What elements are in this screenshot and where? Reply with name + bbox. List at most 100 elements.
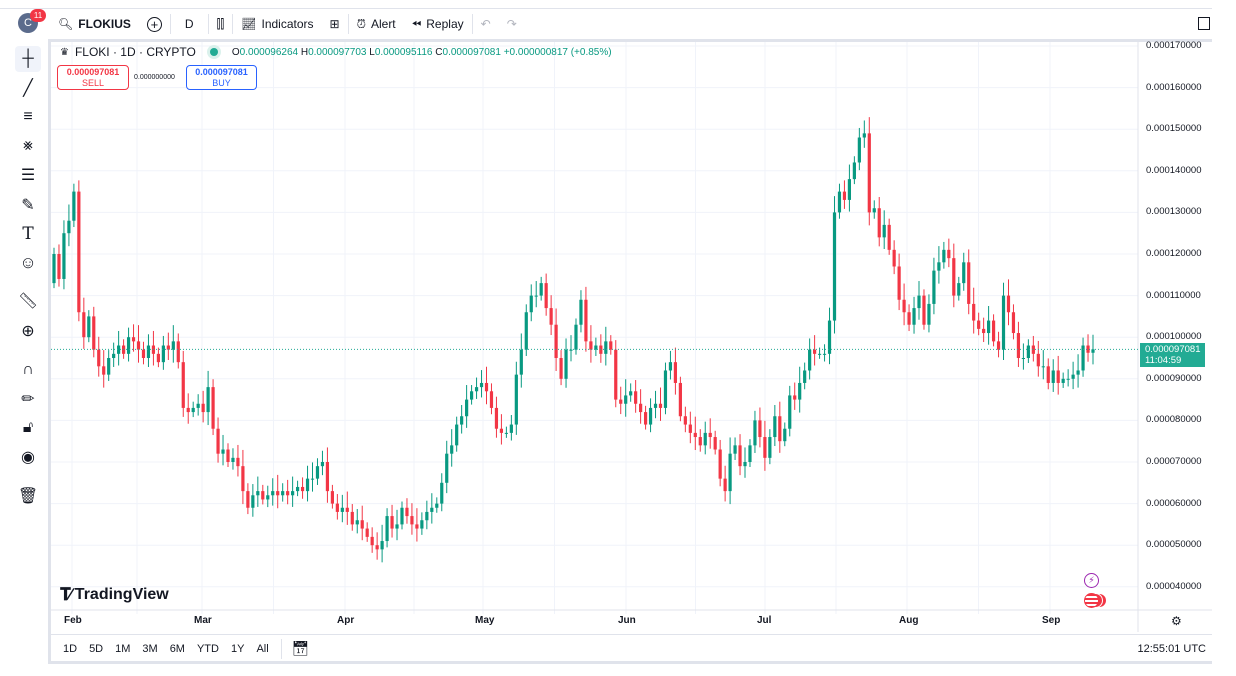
candle-body [355,520,359,525]
text-icon[interactable]: T [22,224,34,244]
candle-body [410,516,414,525]
candle-body [827,320,832,354]
alert-button[interactable]: ⏰︎ Alert [349,11,404,37]
replay-button[interactable]: ⏪︎ Replay [404,11,472,37]
user-menu[interactable]: C 11 [0,9,50,39]
candle-body [1086,345,1090,353]
candle-body [474,387,479,392]
chart-type-button[interactable]: ⫿⫿ [209,11,233,37]
symbol-label: FLOKIUS [78,17,131,31]
candle-body [420,520,424,529]
us-flag-events-icon[interactable] [1084,593,1108,608]
candle-body [469,391,474,400]
layouts-button[interactable]: ⊞ [322,11,348,37]
lock-icon[interactable]: 🔓︎ [22,419,34,436]
buy-button[interactable]: 0.000097081 BUY [186,65,257,90]
undo-icon: ↶ [480,17,491,31]
candle-body [554,324,558,358]
price-label: 0.000170000 [1146,40,1202,51]
goto-date-icon[interactable]: 📅︎ [291,640,310,656]
candle-body [653,403,658,408]
candle-body [862,133,866,138]
range-ytd[interactable]: YTD [196,642,219,655]
candle-body [375,545,379,550]
range-3m[interactable]: 3M [142,642,158,655]
indicators-button[interactable]: 📈︎ Indicators [233,11,321,37]
brush-icon[interactable]: ✎ [21,197,35,214]
interval-button[interactable]: D [184,17,194,31]
candle-body [97,349,101,367]
candle-body [295,486,300,492]
undo-button[interactable]: ↶ [473,11,499,37]
candle-body [658,403,663,408]
candle-body [146,345,151,358]
lock-drawing-icon[interactable]: ✏ [21,391,35,408]
range-all[interactable]: All [256,642,269,655]
candle-body [763,437,767,458]
tradingview-logo[interactable]: 𝐓∕ TradingView [60,585,169,605]
candle-body [256,491,260,496]
candle-body [335,503,339,512]
candle-body [315,466,320,479]
trend-line-icon[interactable]: ╱ [23,80,33,97]
candle-body [678,382,682,417]
candle-body [1041,366,1045,368]
candle-body [857,137,861,163]
candle-body [877,208,881,238]
price-label: 0.000070000 [1146,456,1202,467]
range-1m[interactable]: 1M [115,642,131,655]
fullscreen-icon[interactable] [1198,17,1210,30]
eye-icon[interactable]: ◉ [21,449,35,466]
range-5d[interactable]: 5D [89,642,104,655]
pattern-icon[interactable]: ⨳ [23,137,33,154]
candle-body [1051,370,1055,383]
candle-body [912,308,916,325]
candle-body [584,299,588,342]
candle-body [171,341,175,350]
candle-body [574,324,578,350]
utc-clock[interactable]: 12:55:01 UTC [1137,642,1206,655]
candle-body [484,382,489,392]
candle-body [952,258,956,296]
buy-price: 0.000097081 [195,67,248,77]
compare-symbol-button[interactable]: + [139,11,170,37]
candle-body [987,320,991,334]
candle-body [1061,378,1065,383]
forecast-icon[interactable]: ☰ [20,167,36,184]
candle-body [1056,370,1060,383]
divider [347,14,349,34]
candle-body [614,349,618,400]
ruler-icon[interactable]: 📏︎ [17,293,39,310]
candle-body [564,349,568,379]
candle-body [559,358,563,379]
settings-gear-icon[interactable]: ⚙ [1171,614,1182,628]
candle-body [271,491,275,496]
sell-button[interactable]: 0.000097081 SELL [57,65,129,90]
range-1d[interactable]: 1D [63,642,78,655]
trash-icon[interactable]: 🗑︎ [17,488,39,505]
lightning-event-icon[interactable]: ⚡︎ [1084,573,1099,588]
magnet-icon[interactable]: ∩ [22,361,34,378]
crosshair-icon[interactable]: ┼ [15,46,41,72]
candle-body [330,491,334,504]
redo-button[interactable]: ↷ [499,11,525,37]
candle-body [892,249,896,267]
emoji-icon[interactable]: ☺ [19,253,37,272]
candle-body [778,416,782,442]
candle-body [72,191,76,221]
candle-body [1071,374,1075,379]
candle-body [743,462,747,467]
symbol-search-button[interactable]: 🔍︎ FLOKIUS [50,11,139,37]
range-1y[interactable]: 1Y [230,642,245,655]
candle-body [1046,366,1050,383]
candlestick-chart[interactable] [51,42,1212,632]
range-6m[interactable]: 6M [169,642,185,655]
candle-body [624,395,628,404]
candle-body [982,328,986,334]
zoom-in-icon[interactable]: ⊕ [21,323,35,340]
chart-frame [48,39,1212,664]
candle-body [663,370,668,408]
fib-lines-icon[interactable]: ≡ [23,108,33,125]
candle-body [395,524,399,529]
candle-body [221,449,225,454]
